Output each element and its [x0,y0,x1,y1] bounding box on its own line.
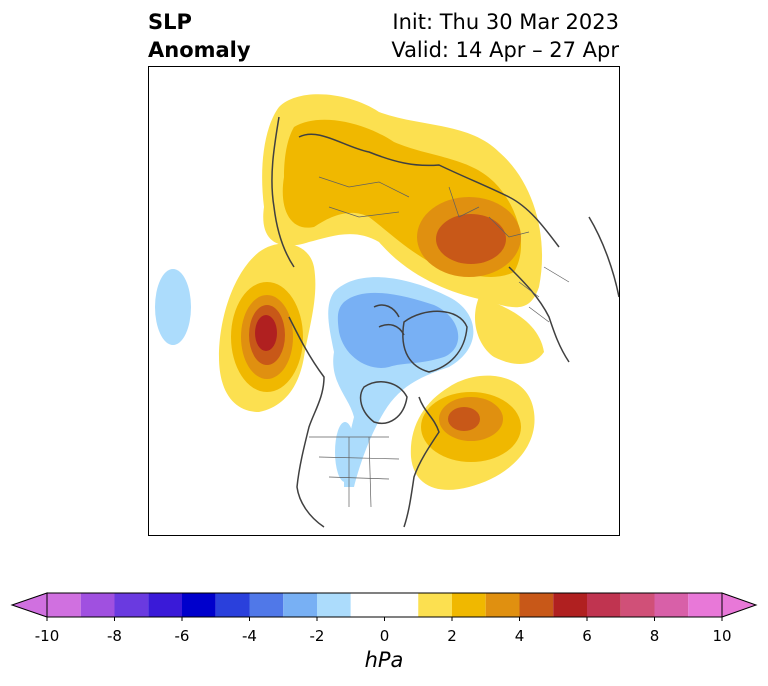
colorbar-bin [452,593,486,617]
border-lines-eurasia [318,176,530,238]
colorbar-bin [47,593,81,617]
colorbar-bin [418,593,452,617]
colorbar-tick-label: 4 [514,627,525,645]
anomaly-map [155,94,619,528]
map-title: SLP Anomaly [148,8,251,64]
positive-anomaly-regions [219,94,544,490]
colorbar-bin [182,593,216,617]
colorbar-tick-label: -10 [34,627,60,645]
coast-north-america-east [403,396,440,528]
pos-alaska-6 [255,315,277,351]
colorbar-tick-label: -8 [107,627,122,645]
border-lines-us [309,436,400,508]
colorbar-tick-label: -6 [174,627,190,645]
colorbar-bin [317,593,351,617]
init-date: Init: Thu 30 Mar 2023 [392,10,619,34]
title-variable: SLP [148,10,192,34]
colorbar-bin [553,593,587,617]
valid-range: Valid: 14 Apr – 27 Apr [391,38,619,62]
colorbar-bin [519,593,554,617]
border-lines-europe [518,266,570,323]
colorbar-tick-label: -2 [309,627,325,645]
coast-africa [588,216,619,298]
coast-hudson-bay [359,381,408,424]
pos-europe-strip [474,297,544,364]
neg-center-pacific [155,269,191,345]
coastlines [271,116,619,528]
coast-north-america-west [288,316,325,528]
map-panel [148,66,620,536]
title-variable-type: Anomaly [148,38,251,62]
colorbar-bin [350,593,419,617]
coast-east-asia [271,116,295,268]
coast-greenland [402,310,468,373]
pos-siberia-high-5 [436,214,506,264]
colorbar-bin [654,593,689,617]
colorbar [10,592,758,621]
colorbar-bin [688,593,722,617]
colorbar-tick-label: 8 [649,627,660,645]
colorbar-bin [148,593,182,617]
pos-atlantic-5 [448,407,480,431]
colorbar-extend-min [10,592,48,618]
political-borders [309,176,570,508]
colorbar-bin [485,593,520,617]
colorbar-bin [215,593,250,617]
colorbar-bin [587,593,621,617]
coast-eurasia-north [298,133,560,248]
colorbar-tick-label: 2 [447,627,457,645]
colorbar-bin [80,593,115,617]
colorbar-bin [249,593,284,617]
coast-arctic-islands [373,304,405,336]
colorbar-tick-label: -4 [242,627,257,645]
colorbar-tick-label: 10 [712,627,732,645]
colorbar-extend-max [721,592,758,618]
coast-europe [508,266,570,363]
colorbar-bin [114,593,149,617]
colorbar-bin [283,593,317,617]
forecast-info: Init: Thu 30 Mar 2023 Valid: 14 Apr – 27… [391,8,619,64]
colorbar-tick-label: 6 [582,627,592,645]
colorbar-units: hPa [364,648,404,672]
neg-great-lakes [335,422,355,482]
colorbar-bin [620,593,655,617]
colorbar-tick-label: 0 [379,627,390,645]
